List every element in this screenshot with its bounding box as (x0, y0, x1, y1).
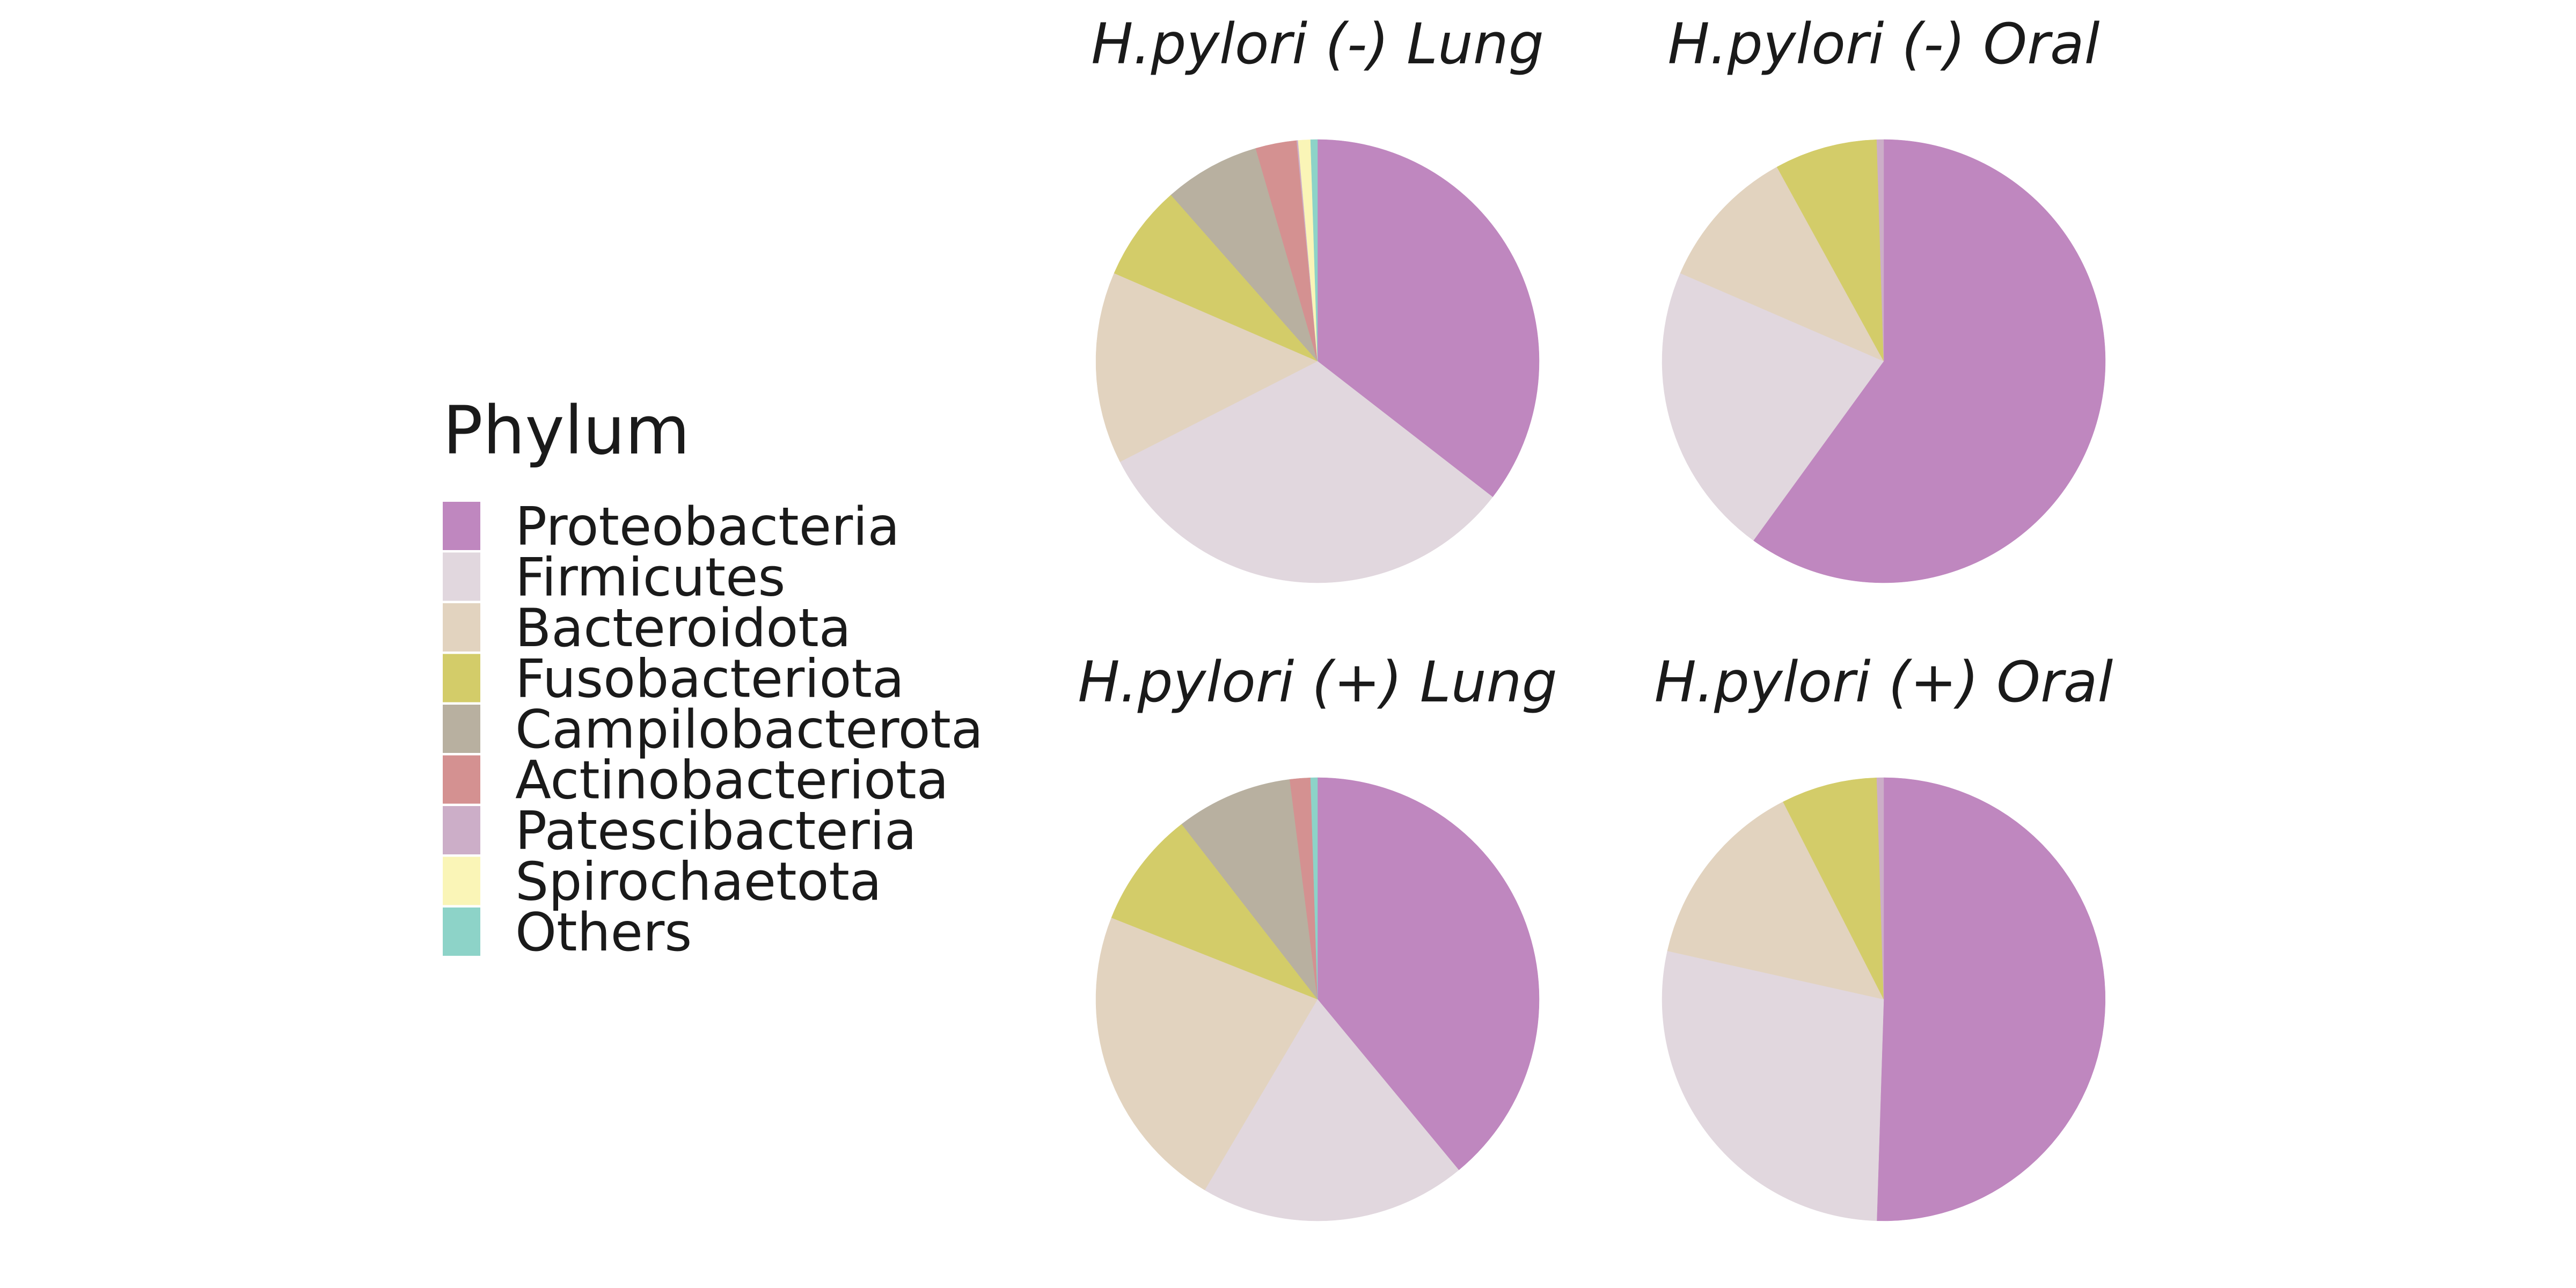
pie-slice-bacteroidota (1095, 273, 1318, 462)
legend-item-fusobacteriota: Fusobacteriota (443, 649, 904, 710)
legend-label-patescibacteria: Patescibacteria (515, 801, 917, 862)
pie-panel-h-pylori-oral: H.pylori (-) Oral (1662, 11, 2106, 583)
pie-slice-campilobacterota (1181, 779, 1318, 1000)
legend-label-fusobacteriota: Fusobacteriota (515, 649, 904, 710)
legend-label-proteobacteria: Proteobacteria (515, 496, 900, 558)
legend: Phylum ProteobacteriaFirmicutesBacteroid… (443, 392, 983, 963)
pie-slice-proteobacteria (1317, 139, 1540, 497)
legend-item-bacteroidota: Bacteroidota (443, 598, 851, 659)
legend-label-bacteroidota: Bacteroidota (515, 598, 851, 659)
legend-title: Phylum (443, 392, 690, 470)
panel-title: H.pylori (+) Lung (1078, 649, 1557, 715)
legend-item-actinobacteriota: Actinobacteriota (443, 750, 949, 811)
pie-panel-h-pylori-lung: H.pylori (-) Lung (1091, 11, 1544, 583)
legend-swatch-bacteroidota (443, 603, 480, 652)
pie-panel-h-pylori-lung: H.pylori (+) Lung (1078, 649, 1557, 1221)
panel-title: H.pylori (-) Oral (1667, 11, 2099, 77)
pie-slice-firmicutes (1662, 273, 1884, 541)
legend-swatch-proteobacteria (443, 502, 480, 550)
legend-item-patescibacteria: Patescibacteria (443, 801, 917, 862)
legend-swatch-fusobacteriota (443, 654, 480, 702)
pie-slice-proteobacteria (1317, 777, 1540, 1170)
panel-title: H.pylori (-) Lung (1091, 11, 1544, 77)
pie-slice-fusobacteriota (1776, 139, 1884, 362)
legend-swatch-patescibacteria (443, 806, 480, 854)
legend-label-actinobacteriota: Actinobacteriota (515, 750, 949, 811)
legend-label-firmicutes: Firmicutes (515, 547, 786, 609)
pie-slice-fusobacteriota (1114, 194, 1318, 362)
legend-label-campilobacterota: Campilobacterota (515, 699, 983, 760)
pie-slice-others (1310, 777, 1318, 1000)
pie-slice-fusobacteriota (1783, 777, 1884, 1000)
panel-title: H.pylori (+) Oral (1655, 649, 2113, 715)
legend-item-campilobacterota: Campilobacterota (443, 699, 983, 760)
legend-item-firmicutes: Firmicutes (443, 547, 786, 609)
legend-item-spirochaetota: Spirochaetota (443, 852, 882, 913)
legend-swatch-campilobacterota (443, 705, 480, 753)
pie-slice-fusobacteriota (1111, 824, 1318, 1000)
pie-slice-proteobacteria (1753, 139, 2106, 583)
pie-slice-campilobacterota (1170, 148, 1318, 362)
legend-swatch-firmicutes (443, 552, 480, 601)
pie-slice-firmicutes (1204, 999, 1459, 1221)
legend-swatch-others (443, 908, 480, 956)
legend-item-proteobacteria: Proteobacteria (443, 496, 900, 558)
legend-label-others: Others (515, 902, 692, 963)
legend-label-spirochaetota: Spirochaetota (515, 852, 882, 913)
pie-slice-firmicutes (1119, 361, 1493, 583)
pie-slice-bacteroidota (1680, 166, 1884, 362)
pie-slice-bacteroidota (1095, 917, 1318, 1190)
pie-slice-others (1310, 139, 1318, 362)
pie-slice-patescibacteria (1876, 777, 1884, 1000)
pie-slice-bacteroidota (1667, 801, 1884, 1000)
pie-slice-patescibacteria (1876, 139, 1884, 362)
pie-slice-proteobacteria (1876, 777, 2106, 1221)
pie-panel-h-pylori-oral: H.pylori (+) Oral (1655, 649, 2113, 1221)
legend-swatch-spirochaetota (443, 857, 480, 905)
legend-item-others: Others (443, 902, 692, 963)
legend-swatch-actinobacteriota (443, 755, 480, 804)
pie-slice-firmicutes (1662, 950, 1884, 1221)
